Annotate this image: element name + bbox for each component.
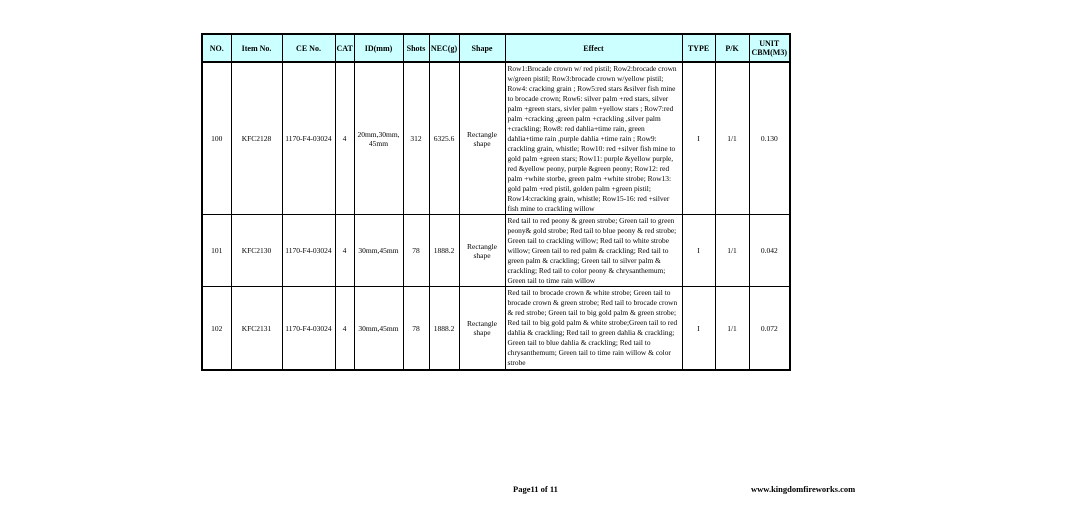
col-header-id-mm: ID(mm) [353,33,404,63]
cell-effect: Red tail to brocade crown & white strobe… [504,286,683,371]
col-header-ce-no: CE No. [281,33,336,63]
cell-id-mm: 20mm,30mm, 45mm [353,61,404,215]
cell-pk: 1/1 [714,214,750,287]
cell-type: I [681,286,716,371]
page-indicator: Page11 of 11 [513,484,558,494]
col-header-pk: P/K [714,33,750,63]
cell-shape: Rectangle shape [458,214,506,287]
cell-shots: 78 [402,214,430,287]
cell-nec-g: 1888.2 [428,286,460,371]
cell-item-no: KFC2128 [230,61,283,215]
col-header-nec-g: NEC(g) [428,33,460,63]
cell-ce-no: 1170-F4-03024 [281,61,336,215]
cell-ce-no: 1170-F4-03024 [281,214,336,287]
col-header-unit-cbm: UNIT CBM(M3) [748,33,791,63]
table-body: 100 KFC2128 1170-F4-03024 4 20mm,30mm, 4… [201,61,791,371]
cell-unit-cbm: 0.130 [748,61,791,215]
table-row: 101 KFC2130 1170-F4-03024 4 30mm,45mm 78… [201,214,791,287]
table-header: NO. Item No. CE No. CAT ID(mm) Shots NEC… [201,33,791,63]
cell-unit-cbm: 0.072 [748,286,791,371]
col-header-shape: Shape [458,33,506,63]
cell-shots: 78 [402,286,430,371]
cell-type: I [681,61,716,215]
cell-pk: 1/1 [714,286,750,371]
cell-nec-g: 1888.2 [428,214,460,287]
header-row: NO. Item No. CE No. CAT ID(mm) Shots NEC… [201,33,791,63]
table-row: 100 KFC2128 1170-F4-03024 4 20mm,30mm, 4… [201,61,791,215]
cell-effect: Red tail to red peony & green strobe; Gr… [504,214,683,287]
cell-cat: 4 [334,286,355,371]
cell-shots: 312 [402,61,430,215]
cell-item-no: KFC2130 [230,214,283,287]
cell-no: 101 [201,214,232,287]
cell-pk: 1/1 [714,61,750,215]
table-row: 102 KFC2131 1170-F4-03024 4 30mm,45mm 78… [201,286,791,371]
cell-id-mm: 30mm,45mm [353,286,404,371]
cell-ce-no: 1170-F4-03024 [281,286,336,371]
cell-cat: 4 [334,61,355,215]
col-header-item-no: Item No. [230,33,283,63]
col-header-cat: CAT [334,33,355,63]
cell-shape: Rectangle shape [458,61,506,215]
cell-type: I [681,214,716,287]
cell-effect: Row1:Brocade crown w/ red pistil; Row2:b… [504,61,683,215]
col-header-no: NO. [201,33,232,63]
cell-no: 102 [201,286,232,371]
cell-item-no: KFC2131 [230,286,283,371]
cell-no: 100 [201,61,232,215]
cell-nec-g: 6325.6 [428,61,460,215]
col-header-shots: Shots [402,33,430,63]
cell-id-mm: 30mm,45mm [353,214,404,287]
fireworks-spec-table: NO. Item No. CE No. CAT ID(mm) Shots NEC… [201,33,791,371]
cell-unit-cbm: 0.042 [748,214,791,287]
cell-shape: Rectangle shape [458,286,506,371]
col-header-effect: Effect [504,33,683,63]
website-footer: www.kingdomfireworks.com [751,484,856,494]
cell-cat: 4 [334,214,355,287]
col-header-type: TYPE [681,33,716,63]
